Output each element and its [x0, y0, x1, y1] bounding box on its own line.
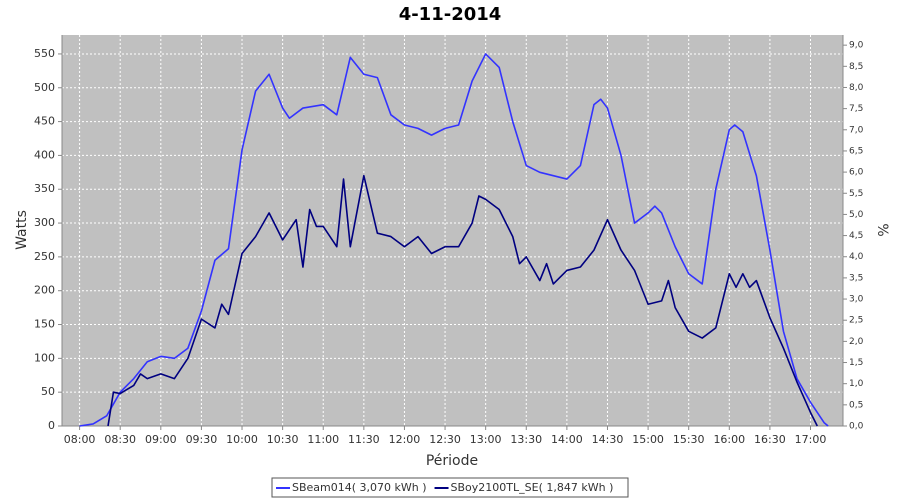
x-tick-label: 16:30 — [754, 433, 786, 446]
x-tick-label: 17:00 — [795, 433, 827, 446]
y2-tick-label: 3,5 — [849, 273, 863, 283]
y2-axis-label: % — [874, 223, 890, 236]
y2-tick-label: 4,0 — [849, 252, 864, 262]
y2-tick-label: 0,5 — [849, 400, 863, 410]
y-tick-label: 400 — [34, 148, 55, 161]
x-tick-label: 14:00 — [551, 433, 583, 446]
y2-tick-label: 4,5 — [849, 231, 863, 241]
x-tick-label: 10:30 — [267, 433, 299, 446]
y2-tick-label: 8,5 — [849, 62, 863, 72]
y-axis-label: Watts — [14, 210, 30, 250]
x-tick-label: 13:00 — [470, 433, 502, 446]
y-tick-label: 200 — [34, 284, 55, 297]
plot-area — [62, 35, 843, 426]
legend-box — [271, 477, 629, 498]
x-tick-label: 08:30 — [104, 433, 136, 446]
y2-tick-label: 5,0 — [849, 210, 864, 220]
y2-tick-label: 2,5 — [849, 316, 863, 326]
x-tick-label: 15:00 — [632, 433, 664, 446]
chart-title: 4-11-2014 — [399, 4, 502, 25]
y2-tick-label: 1,5 — [849, 358, 863, 368]
x-tick-label: 12:00 — [389, 433, 421, 446]
y-tick-label: 300 — [34, 216, 55, 229]
y-tick-label: 350 — [34, 182, 55, 195]
x-tick-label: 10:00 — [226, 433, 258, 446]
x-tick-label: 09:30 — [186, 433, 218, 446]
y-tick-label: 0 — [48, 419, 55, 432]
y2-tick-label: 1,0 — [849, 379, 864, 389]
x-tick-label: 11:00 — [307, 433, 339, 446]
y2-tick-label: 6,0 — [849, 168, 864, 178]
x-tick-label: 08:00 — [64, 433, 96, 446]
y2-tick-label: 7,0 — [849, 125, 864, 135]
y-tick-label: 150 — [34, 318, 55, 331]
y-tick-label: 250 — [34, 250, 55, 263]
y-tick-label: 100 — [34, 351, 55, 364]
y2-tick-label: 2,0 — [849, 337, 864, 347]
x-tick-label: 13:30 — [510, 433, 542, 446]
legend-label: SBoy2100TL_SE( 1,847 kWh ) — [451, 481, 614, 494]
y2-tick-label: 7,5 — [849, 104, 863, 114]
legend-label: SBeam014( 3,070 kWh ) — [292, 481, 427, 494]
y2-tick-label: 5,5 — [849, 189, 863, 199]
y2-tick-label: 0,0 — [849, 422, 864, 432]
x-tick-label: 12:30 — [429, 433, 461, 446]
y-tick-label: 450 — [34, 115, 55, 128]
y2-tick-label: 6,5 — [849, 146, 863, 156]
x-tick-label: 09:00 — [145, 433, 177, 446]
y2-tick-label: 3,0 — [849, 295, 864, 305]
x-axis-label: Période — [426, 453, 478, 469]
y2-tick-label: 8,0 — [849, 83, 864, 93]
x-tick-label: 11:30 — [348, 433, 380, 446]
series-line — [107, 174, 818, 427]
series-line — [79, 53, 829, 427]
x-tick-label: 16:00 — [713, 433, 745, 446]
y2-tick-label: 9,0 — [849, 41, 864, 51]
x-tick-label: 14:30 — [592, 433, 624, 446]
x-tick-label: 15:30 — [673, 433, 705, 446]
y-tick-label: 550 — [34, 47, 55, 60]
y-tick-label: 50 — [41, 385, 55, 398]
y-tick-label: 500 — [34, 81, 55, 94]
